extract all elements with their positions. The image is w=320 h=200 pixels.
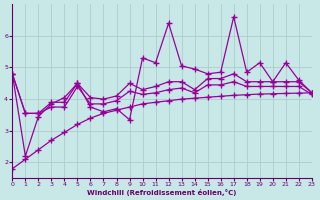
X-axis label: Windchill (Refroidissement éolien,°C): Windchill (Refroidissement éolien,°C)	[87, 189, 237, 196]
